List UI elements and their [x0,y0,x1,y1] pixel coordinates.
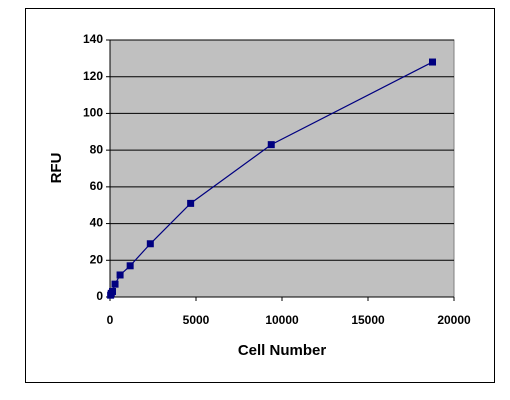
y-tick-label: 100 [83,106,103,120]
y-tick-label: 20 [90,252,104,266]
x-axis-title: Cell Number [238,342,327,359]
x-tick-label: 15000 [351,313,385,327]
x-tick-label: 10000 [265,313,299,327]
y-tick-label: 40 [90,216,104,230]
data-point [109,287,117,295]
y-tick-label: 80 [90,142,104,156]
y-tick-label: 60 [90,179,104,193]
data-point [126,262,134,270]
data-point [116,271,124,279]
data-point [146,240,154,248]
y-tick-label: 0 [96,289,103,303]
y-tick-label: 120 [83,69,103,83]
data-point [267,141,275,149]
plot-area [109,39,455,298]
x-tick-label: 20000 [437,313,471,327]
data-point [187,199,195,207]
y-axis-title: RFU [48,153,65,184]
data-point [429,58,436,66]
x-tick-label: 5000 [183,313,210,327]
data-point [111,280,119,288]
y-tick-label: 140 [83,32,103,46]
x-tick-label: 0 [107,313,114,327]
